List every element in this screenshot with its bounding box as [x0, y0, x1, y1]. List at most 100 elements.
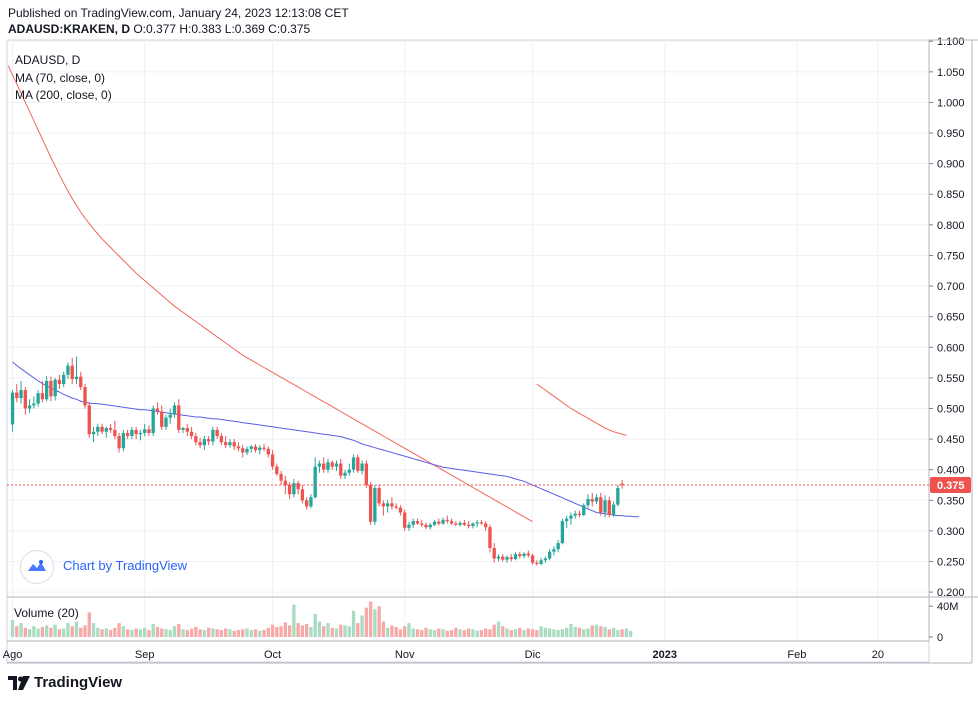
tradingview-logo[interactable]: TradingView: [8, 674, 122, 691]
volume-bar: [424, 627, 428, 637]
candle-body: [181, 428, 185, 430]
volume-bar: [339, 624, 343, 637]
y-tick-label: 0.900: [937, 159, 965, 171]
candle-body: [62, 374, 66, 384]
volume-bar: [552, 629, 556, 637]
chart-by-tradingview-link[interactable]: Chart by TradingView: [63, 558, 188, 573]
candle-body: [381, 503, 386, 507]
volume-bar: [547, 628, 552, 637]
candle-body: [509, 557, 513, 560]
y-tick-label: 0.200: [937, 587, 965, 599]
candle-body: [526, 553, 530, 556]
volume-bar: [556, 630, 560, 637]
candle-body: [398, 507, 403, 513]
candle-body: [586, 499, 590, 506]
candle-body: [70, 365, 74, 380]
legend-ma70[interactable]: MA (70, close, 0): [15, 71, 106, 85]
tradingview-badge-icon[interactable]: [20, 550, 54, 584]
tradingview-logo-text: TradingView: [34, 674, 123, 691]
volume-bar: [577, 627, 582, 637]
volume-bar: [245, 628, 249, 637]
volume-bar: [202, 630, 207, 637]
candle-body: [292, 483, 296, 495]
volume-bar: [27, 629, 32, 637]
volume-bar: [432, 630, 437, 637]
candle-body: [407, 524, 411, 528]
volume-bar: [32, 626, 36, 637]
candle-body: [424, 524, 428, 528]
volume-bar: [40, 626, 45, 637]
candle-body: [143, 429, 147, 433]
volume-bar: [582, 629, 586, 637]
ma200-line: [7, 65, 533, 523]
candle-body: [279, 473, 283, 481]
volume-bar: [211, 628, 215, 637]
volume-bar: [484, 628, 488, 637]
volume-bar: [415, 629, 420, 637]
candle-body: [206, 439, 211, 442]
volume-bar: [322, 626, 326, 637]
candle-body: [560, 521, 565, 544]
volume-bar: [543, 627, 548, 637]
volume-bar: [36, 628, 40, 637]
volume-bar: [189, 628, 194, 637]
candle-body: [432, 521, 437, 525]
last-price-label: 0.375: [937, 480, 965, 492]
candle-body: [501, 556, 505, 560]
volume-bar: [471, 629, 475, 637]
legend-series[interactable]: ADAUSD, D: [15, 53, 81, 67]
volume-bar: [377, 606, 381, 637]
candle-body: [347, 469, 351, 473]
candle-body: [313, 466, 317, 498]
volume-bar: [96, 627, 100, 637]
volume-bar: [172, 626, 177, 637]
candle-body: [215, 429, 219, 437]
volume-bar: [219, 630, 224, 637]
candle-body: [198, 442, 202, 446]
volume-bar: [611, 627, 616, 637]
x-tick-label: 2023: [652, 649, 676, 661]
candle-body: [147, 429, 151, 433]
candle-body: [317, 463, 322, 467]
volume-bar: [390, 625, 394, 637]
volume-bar: [539, 626, 543, 637]
x-tick-label: Ago: [3, 649, 23, 661]
candle-body: [394, 506, 398, 508]
volume-legend[interactable]: Volume (20): [14, 606, 79, 620]
candle-body: [164, 417, 168, 427]
candle-body: [49, 380, 53, 397]
volume-bar: [130, 630, 134, 637]
volume-bar: [53, 624, 57, 637]
volume-bar: [411, 628, 415, 637]
candle-body: [445, 519, 449, 522]
candle-body: [449, 521, 454, 524]
candle-body: [10, 392, 15, 425]
volume-bar: [23, 627, 27, 637]
candle-body: [275, 466, 279, 474]
candle-body: [194, 436, 198, 443]
legend-ma200[interactable]: MA (200, close, 0): [15, 88, 112, 102]
candle-body: [390, 503, 394, 507]
volume-bar: [599, 626, 603, 637]
volume-bar: [428, 629, 432, 637]
volume-bar: [441, 629, 445, 637]
volume-bar: [147, 630, 151, 637]
candle-body: [343, 472, 347, 476]
x-tick-label: Sep: [135, 649, 155, 661]
volume-bar: [266, 627, 270, 637]
y-tick-label: 0.500: [937, 403, 965, 415]
volume-bar: [620, 629, 624, 637]
candle-body: [232, 442, 236, 447]
y-tick-label: 0.950: [937, 128, 965, 140]
x-tick-label: Dic: [525, 649, 541, 661]
candle-body: [113, 429, 117, 437]
candle-body: [616, 488, 620, 505]
high-value: 0.383: [191, 22, 222, 36]
candle-body: [535, 562, 539, 564]
volume-bar: [407, 623, 411, 637]
candle-body: [309, 497, 313, 507]
volume-bar: [360, 615, 364, 637]
candle-body: [283, 480, 288, 485]
candle-body: [360, 463, 364, 471]
